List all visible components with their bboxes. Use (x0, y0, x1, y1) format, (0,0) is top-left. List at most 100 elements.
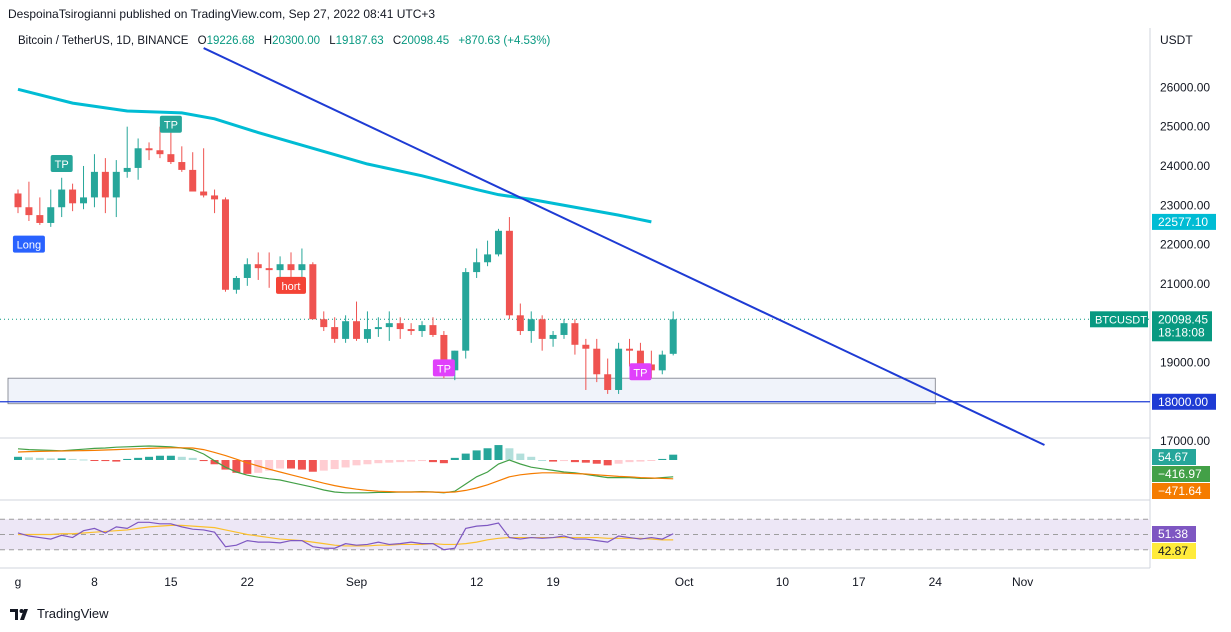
macd-histogram-bar (134, 457, 143, 460)
signal-badge-tp_alt (432, 359, 455, 377)
rsi-line (17, 521, 674, 551)
candle-body (604, 374, 612, 390)
macd-histogram-bar (221, 460, 230, 470)
macd-hist-tag-bg (1152, 449, 1196, 465)
candle-body (254, 264, 262, 269)
candle-body (571, 323, 579, 345)
macd-signal-tag: −471.64 (1158, 484, 1202, 498)
candle-body (374, 327, 382, 330)
macd-histogram-bar (461, 453, 470, 460)
macd-histogram-bar (614, 460, 623, 464)
demand-zone (7, 377, 936, 405)
macd-histogram-bar (374, 460, 383, 464)
macd-histogram-bar (319, 460, 328, 471)
close-value: 20098.45 (401, 35, 450, 47)
brand-label: TradingView (37, 606, 109, 621)
y-tick-label: 23000.00 (1160, 198, 1210, 212)
x-tick-label: 12 (470, 575, 484, 589)
macd-histogram-bar (90, 460, 99, 461)
macd-histogram-bar (123, 458, 132, 460)
signal-label: Long (17, 240, 41, 252)
macd-histogram-bar (68, 458, 77, 460)
candle-body (123, 167, 131, 172)
candle-body (396, 323, 404, 330)
candle-body (407, 329, 415, 332)
symbol-name[interactable]: Bitcoin / TetherUS, 1D, BINANCE (18, 35, 189, 47)
x-tick-label: g (15, 575, 22, 589)
macd-histogram-bar (145, 456, 154, 460)
macd-histogram-bar (330, 460, 339, 470)
macd-histogram-bar (407, 460, 416, 462)
candle-body (145, 148, 153, 151)
macd-histogram-bar (363, 460, 372, 465)
symbol-legend: Bitcoin / TetherUS, 1D, BINANCE O19226.6… (18, 35, 550, 47)
candle-body (331, 327, 339, 339)
high-value: 20300.00 (272, 35, 321, 47)
y-tick-label: 21000.00 (1160, 277, 1210, 291)
x-tick-label: 10 (776, 575, 790, 589)
macd-histogram-bar (14, 456, 22, 460)
candle-body (47, 207, 55, 223)
candle-body (669, 319, 677, 354)
signal-badge-tp (159, 115, 182, 133)
candle-body (232, 277, 240, 290)
support-value-tag: 18000.00 (1158, 395, 1208, 409)
macd-histogram-bar (287, 460, 295, 469)
macd-histogram-bar (352, 460, 361, 466)
macd-histogram-bar (439, 460, 448, 464)
candle-body (484, 254, 492, 263)
candle-body (418, 325, 426, 332)
macd-histogram-bar (658, 458, 667, 460)
candle-body (211, 195, 219, 200)
macd-histogram-bar (516, 453, 525, 460)
candle-body (276, 264, 284, 271)
candle-body (494, 230, 502, 255)
macd-histogram-bar (483, 448, 492, 460)
published-line: DespoinaTsirogianni published on Trading… (8, 7, 436, 21)
candle-body (80, 197, 88, 204)
candle-body (58, 189, 66, 208)
macd-hist-tag: 54.67 (1158, 450, 1188, 464)
currency-label: USDT (1160, 33, 1193, 47)
x-tick-label: 24 (929, 575, 943, 589)
candle-body (221, 199, 229, 290)
macd-histogram-bar (538, 460, 547, 461)
current-price-tag-bg (1152, 311, 1212, 342)
x-tick-label: Nov (1012, 575, 1033, 589)
ma-value-tag: 22577.10 (1158, 215, 1208, 229)
candle-body (25, 207, 33, 216)
macd-histogram-bar (177, 456, 186, 460)
current-price-tag: 20098.45 (1158, 312, 1208, 326)
macd-histogram-bar (450, 457, 459, 460)
signal-label: TP (437, 363, 451, 375)
tradingview-brand[interactable]: TradingView (10, 606, 109, 621)
y-tick-label: 25000.00 (1160, 120, 1210, 134)
candle-body (14, 193, 22, 208)
rsi-ma-tag-bg (1152, 543, 1196, 559)
candle-body (134, 148, 142, 168)
macd-histogram-bar (243, 460, 252, 474)
signal-badge-tp (50, 155, 73, 173)
candle-body (549, 334, 557, 339)
y-tick-label: 19000.00 (1160, 355, 1210, 369)
symbol-tag: BTCUSDT (1095, 314, 1147, 326)
signal-label: TP (633, 367, 647, 379)
macd-histogram-bar (385, 460, 394, 463)
support-value-tag-bg (1152, 393, 1216, 410)
macd-histogram-bar (232, 460, 241, 473)
y-tick-label: 24000.00 (1160, 159, 1210, 173)
current-price-tag: 18:18:08 (1158, 325, 1205, 339)
candle-body (36, 215, 44, 223)
signal-badge-short (276, 276, 306, 294)
macd-histogram-bar (101, 460, 110, 462)
macd-histogram-bar (155, 455, 164, 460)
macd-histogram-bar (396, 460, 405, 463)
candle-body (189, 169, 197, 192)
candle-body (385, 323, 393, 328)
x-tick-label: 22 (241, 575, 255, 589)
macd-histogram-bar (560, 460, 568, 462)
macd-histogram-bar (276, 460, 285, 469)
macd-histogram-bar (549, 460, 558, 462)
macd-histogram-bar (570, 460, 579, 463)
